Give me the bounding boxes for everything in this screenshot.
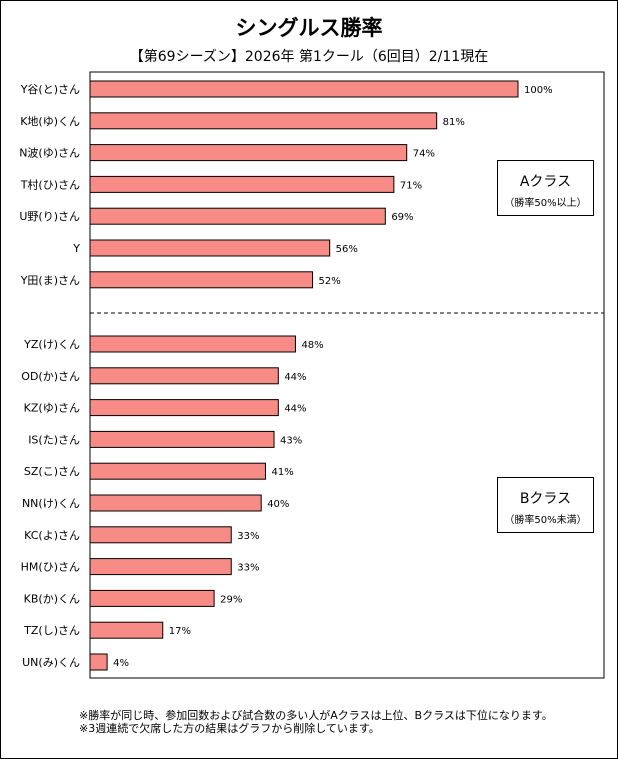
bar [89,494,262,512]
bar [89,335,296,353]
bar [89,80,519,98]
category-label: SZ(こ)さん [24,465,80,478]
data-label: 52% [319,276,341,287]
data-label: 69% [391,212,413,223]
data-label: 100% [524,85,553,96]
data-label: 29% [220,594,242,605]
bar [89,589,215,607]
bar [89,271,314,289]
bar [89,462,266,480]
data-label: 71% [400,180,422,191]
legend-class-a-title: Aクラス [519,174,572,190]
category-label: N波(ゆ)さん [19,147,80,160]
category-label: YZ(け)くん [23,338,80,351]
category-label: KZ(ゆ)さん [24,402,80,415]
footnote-1: ※勝率が同じ時、参加回数および試合数の多い人がAクラスは上位、Bクラスは下位にな… [79,709,553,722]
category-label: Y谷(と)さん [20,83,80,96]
category-label: UN(み)くん [22,656,80,669]
category-label: IS(た)さん [28,433,80,446]
legend-class-b: Bクラス （勝率50%未満） [497,477,594,533]
bar [89,239,331,257]
bar [89,112,438,130]
bar [89,558,232,576]
bar [89,175,395,193]
chart-subtitle: 【第69シーズン】2026年 第1クール（6回目）2/11現在 [129,49,489,65]
legend-class-b-sub: （勝率50%未満） [504,515,587,526]
bar [89,621,164,639]
category-label: HM(ひ)さん [21,561,80,574]
data-label: 41% [271,467,293,478]
data-label: 44% [284,372,306,383]
category-label: T村(ひ)さん [20,177,80,191]
category-label: Y [72,242,80,255]
footnotes: ※勝率が同じ時、参加回数および試合数の多い人がAクラスは上位、Bクラスは下位にな… [79,709,553,735]
legend-class-a: Aクラス （勝率50%以上） [497,160,594,216]
data-label: 4% [113,658,129,669]
legend-class-b-title: Bクラス [519,491,572,507]
category-label: OD(か)さん [21,370,80,383]
category-label: KB(か)くん [24,592,80,605]
data-label: 44% [284,404,306,415]
chart-title: シングルス勝率 [235,16,383,40]
bar [89,430,275,448]
bar [89,399,279,417]
category-label: NN(け)くん [22,497,80,510]
legend-class-a-sub: （勝率50%以上） [504,198,587,209]
data-label: 48% [301,340,323,351]
data-label: 74% [413,149,435,160]
bar [89,367,279,385]
bar [89,653,108,671]
bar [89,526,232,544]
footnote-2: ※3週連続で欠席した方の結果はグラフから削除しています。 [79,722,380,735]
category-label: U野(り)さん [19,210,80,223]
data-label: 17% [169,626,191,637]
category-label: Y田(ま)さん [20,274,80,287]
bar [89,144,408,162]
data-label: 33% [237,531,259,542]
category-label: KC(よ)さん [24,529,80,542]
bar [89,207,386,225]
data-label: 43% [280,435,302,446]
category-label: K地(ゆ)くん [20,115,80,128]
data-label: 40% [267,499,289,510]
data-label: 81% [443,117,465,128]
category-label: TZ(し)さん [23,624,80,637]
data-label: 56% [336,244,358,255]
data-label: 33% [237,563,259,574]
